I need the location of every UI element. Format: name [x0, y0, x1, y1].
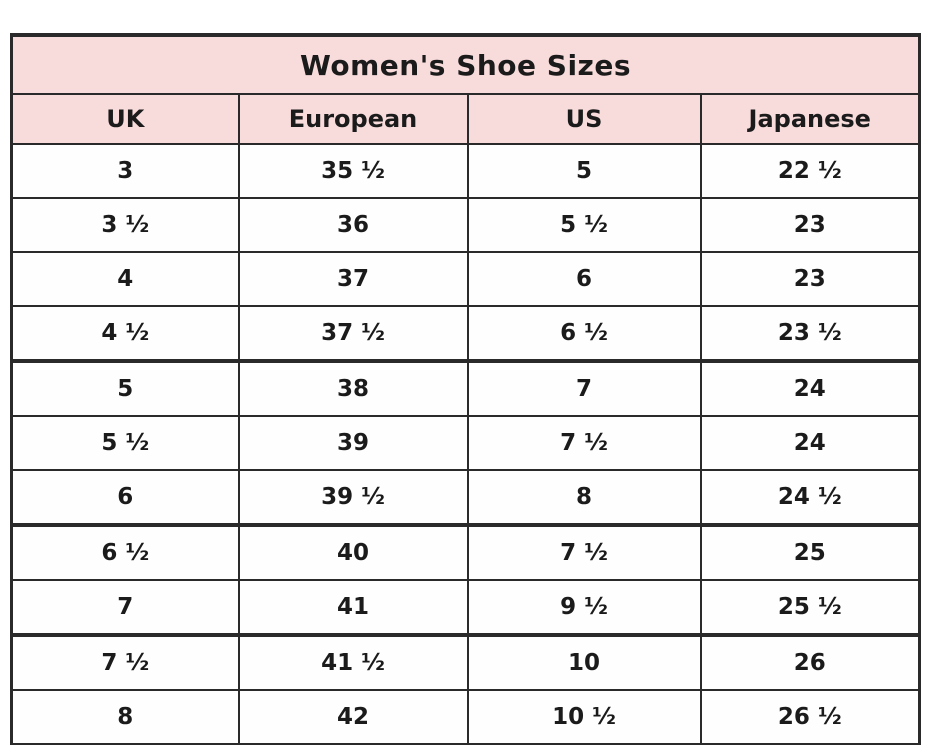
table-row: 7 ½ 41 ½ 10 26 — [10, 634, 921, 691]
table-row: 6 39 ½ 8 24 ½ — [10, 469, 921, 527]
table-row: 5 38 7 24 — [10, 360, 921, 417]
cell-us: 5 — [466, 143, 702, 199]
cell-japanese: 24 — [699, 415, 921, 471]
shoe-size-conversion-table: Women's Shoe Sizes UK European US Japane… — [10, 33, 921, 745]
cell-uk: 7 ½ — [10, 634, 240, 691]
cell-japanese: 25 ½ — [699, 579, 921, 637]
cell-european: 37 ½ — [237, 305, 469, 363]
table-row: 6 ½ 40 7 ½ 25 — [10, 524, 921, 581]
header-row: UK European US Japanese — [10, 93, 921, 145]
cell-japanese: 23 — [699, 251, 921, 307]
cell-us: 7 ½ — [466, 415, 702, 471]
cell-uk: 6 — [10, 469, 240, 527]
cell-japanese: 23 ½ — [699, 305, 921, 363]
cell-us: 5 ½ — [466, 197, 702, 253]
cell-uk: 4 — [10, 251, 240, 307]
cell-european: 38 — [237, 360, 469, 417]
cell-european: 41 ½ — [237, 634, 469, 691]
cell-japanese: 22 ½ — [699, 143, 921, 199]
table-row: 4 ½ 37 ½ 6 ½ 23 ½ — [10, 305, 921, 363]
column-header-japanese: Japanese — [699, 93, 921, 145]
cell-us: 9 ½ — [466, 579, 702, 637]
cell-european: 39 — [237, 415, 469, 471]
table-row: 5 ½ 39 7 ½ 24 — [10, 415, 921, 471]
cell-uk: 6 ½ — [10, 524, 240, 581]
cell-us: 10 — [466, 634, 702, 691]
cell-uk: 7 — [10, 579, 240, 637]
table-row: 8 42 10 ½ 26 ½ — [10, 689, 921, 745]
cell-japanese: 26 — [699, 634, 921, 691]
column-header-uk: UK — [10, 93, 240, 145]
column-header-us: US — [466, 93, 702, 145]
cell-us: 8 — [466, 469, 702, 527]
table-row: 3 ½ 36 5 ½ 23 — [10, 197, 921, 253]
cell-us: 7 — [466, 360, 702, 417]
cell-uk: 4 ½ — [10, 305, 240, 363]
column-header-european: European — [237, 93, 469, 145]
table-title: Women's Shoe Sizes — [10, 34, 921, 95]
cell-uk: 5 ½ — [10, 415, 240, 471]
cell-uk: 5 — [10, 360, 240, 417]
cell-uk: 3 ½ — [10, 197, 240, 253]
cell-japanese: 24 — [699, 360, 921, 417]
table-row: 4 37 6 23 — [10, 251, 921, 307]
cell-european: 40 — [237, 524, 469, 581]
table-row: 7 41 9 ½ 25 ½ — [10, 579, 921, 637]
cell-japanese: 25 — [699, 524, 921, 581]
cell-japanese: 26 ½ — [699, 689, 921, 745]
cell-uk: 3 — [10, 143, 240, 199]
cell-us: 10 ½ — [466, 689, 702, 745]
cell-european: 35 ½ — [237, 143, 469, 199]
table-row: 3 35 ½ 5 22 ½ — [10, 143, 921, 199]
title-row: Women's Shoe Sizes — [10, 34, 921, 95]
cell-us: 6 — [466, 251, 702, 307]
cell-european: 36 — [237, 197, 469, 253]
cell-us: 6 ½ — [466, 305, 702, 363]
cell-uk: 8 — [10, 689, 240, 745]
cell-european: 42 — [237, 689, 469, 745]
cell-us: 7 ½ — [466, 524, 702, 581]
cell-japanese: 23 — [699, 197, 921, 253]
cell-european: 39 ½ — [237, 469, 469, 527]
cell-european: 37 — [237, 251, 469, 307]
cell-japanese: 24 ½ — [699, 469, 921, 527]
cell-european: 41 — [237, 579, 469, 637]
